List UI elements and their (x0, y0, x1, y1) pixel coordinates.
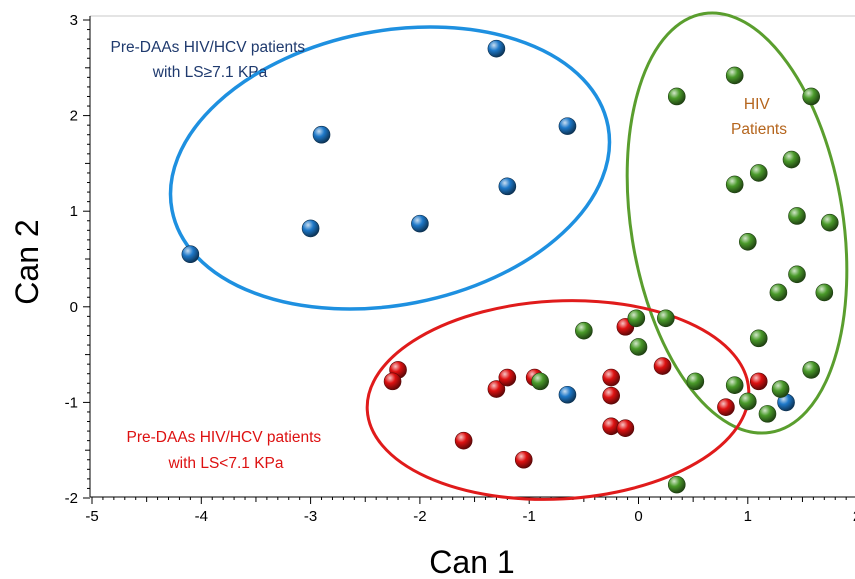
point-green-group (782, 150, 801, 169)
point-green-group (725, 66, 744, 85)
point-green-group (667, 475, 686, 494)
point-green-group (575, 321, 593, 340)
annotation-hiv-group: HIV Patients (731, 96, 787, 138)
point-red-group (383, 372, 402, 391)
group-ellipse-hiv (625, 11, 849, 435)
point-green-group (738, 232, 757, 251)
point-green-group (788, 265, 806, 284)
point-green-group (771, 380, 790, 398)
annotation-low-ls-line1: Pre-DAAs HIV/HCV patients (127, 429, 322, 446)
point-green-group (738, 392, 757, 411)
point-green-group (627, 309, 646, 328)
point-green-group (788, 207, 806, 225)
y-tick-label: -1 (65, 394, 78, 411)
annotation-low-ls-group: Pre-DAAs HIV/HCV patients with LS<7.1 KP… (127, 429, 326, 472)
point-red-group (653, 357, 672, 375)
x-tick-label: 2 (853, 508, 855, 525)
point-blue-group (558, 117, 577, 135)
point-blue-group (498, 177, 517, 196)
annotation-hiv-line1: HIV (744, 96, 771, 113)
point-green-group (802, 87, 820, 106)
group-ellipse-high-ls (168, 25, 612, 311)
x-tick-label: -3 (304, 508, 317, 525)
y-tick-label: 1 (70, 203, 78, 220)
point-blue-group (301, 219, 320, 238)
y-tick-label: 0 (70, 299, 78, 316)
annotation-high-ls-line2: with LS≥7.1 KPa (152, 64, 268, 81)
point-green-group (769, 283, 788, 302)
y-tick-label: -2 (65, 490, 78, 507)
point-green-group (749, 329, 768, 348)
annotation-high-ls-line1: Pre-DAAs HIV/HCV patients (111, 39, 306, 56)
point-green-group (629, 338, 648, 356)
x-axis-title: Can 1 (429, 544, 514, 579)
point-green-group (725, 175, 744, 194)
point-blue-group (411, 214, 429, 233)
annotation-high-ls-group: Pre-DAAs HIV/HCV patients with LS≥7.1 KP… (111, 39, 310, 81)
point-red-group (717, 398, 735, 416)
x-tick-label: -1 (523, 508, 536, 525)
point-blue-group (181, 245, 200, 264)
point-green-group (725, 376, 744, 394)
point-green-group (815, 283, 834, 302)
y-axis-title: Can 2 (9, 219, 45, 304)
point-blue-group (487, 39, 506, 58)
y-tick-label: 3 (70, 12, 78, 29)
point-red-group (602, 368, 620, 387)
point-green-group (802, 361, 820, 379)
point-blue-group (312, 125, 331, 144)
point-green-group (749, 164, 768, 182)
group-ellipse-low-ls (365, 299, 751, 501)
axis-ticks (83, 19, 847, 504)
point-red-group (514, 450, 533, 469)
point-green-group (531, 372, 549, 391)
point-blue-group (558, 385, 577, 404)
point-green-group (820, 213, 839, 232)
point-red-group (498, 368, 517, 387)
x-tick-label: -4 (195, 508, 208, 525)
x-tick-label: -5 (85, 508, 98, 525)
x-tick-label: 0 (634, 508, 642, 525)
point-green-group (657, 309, 675, 328)
x-tick-label: 1 (744, 508, 752, 525)
annotation-low-ls-line2: with LS<7.1 KPa (167, 455, 283, 472)
y-tick-labels: -2 -1 0 1 2 3 (65, 12, 78, 507)
point-red-group (602, 386, 620, 405)
point-green-group (758, 405, 777, 423)
x-tick-labels: -5 -4 -3 -2 -1 0 1 2 (85, 508, 855, 525)
point-red-group (749, 372, 768, 391)
point-red-group (487, 380, 506, 398)
annotation-hiv-line2: Patients (731, 121, 787, 138)
point-red-group (454, 431, 473, 450)
x-tick-label: -2 (413, 508, 426, 525)
point-green-group (667, 87, 686, 106)
point-red-group (616, 419, 635, 438)
data-points (181, 39, 839, 494)
y-tick-label: 2 (70, 108, 78, 125)
point-green-group (686, 372, 705, 391)
